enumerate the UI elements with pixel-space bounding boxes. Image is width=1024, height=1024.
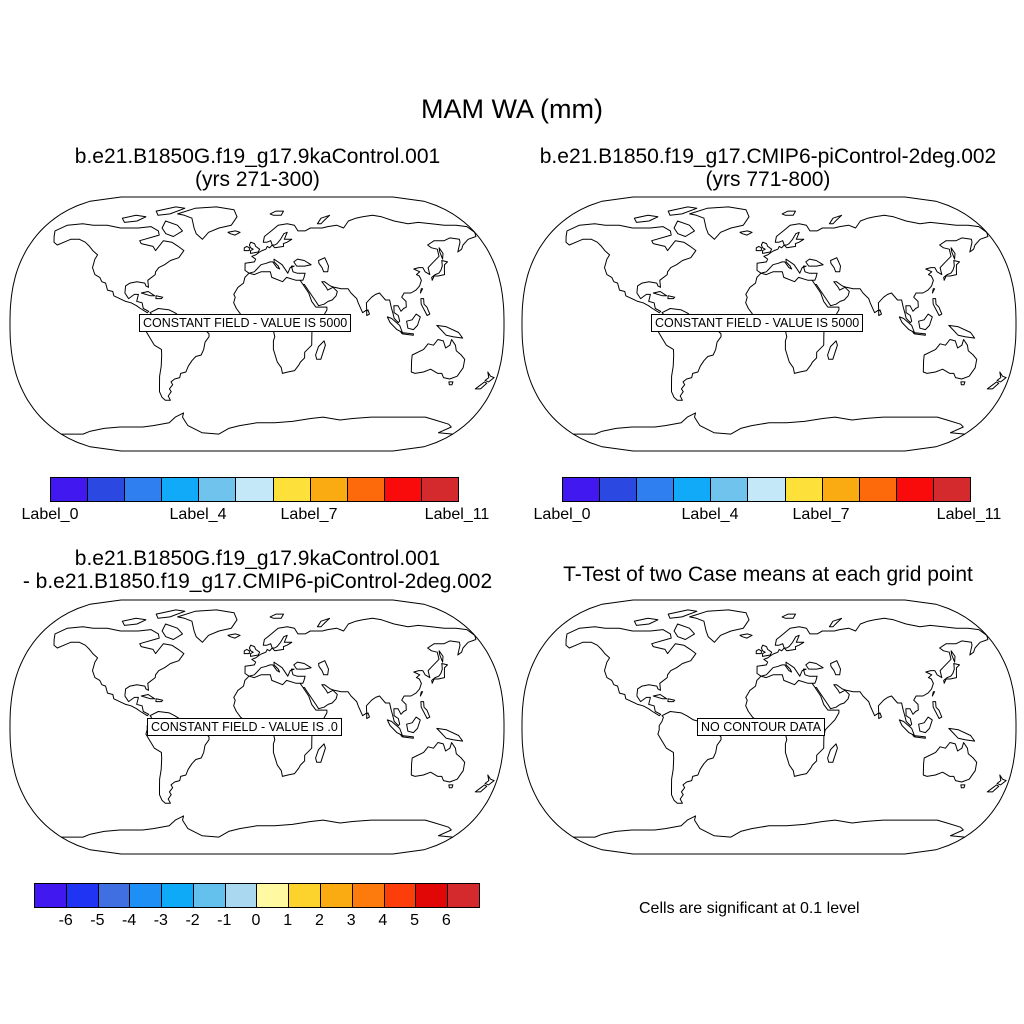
colorbar-diff-tick-label: -1 — [217, 912, 232, 929]
colorbar-swatch — [199, 478, 237, 501]
world-map-panel-4 — [519, 598, 1019, 856]
map-boundary — [9, 196, 505, 452]
colorbar-diff-tick-label: 2 — [314, 912, 324, 929]
coastlines — [53, 609, 495, 838]
colorbar-swatch — [785, 478, 823, 501]
colorbar-2-label-7: Label_7 — [792, 506, 850, 523]
colorbar-swatch — [162, 478, 200, 501]
panel-3-title: b.e21.B1850G.f19_g17.9kaControl.001 - b.… — [0, 547, 515, 593]
colorbar-swatch — [711, 478, 749, 501]
panel-1-title-line1: b.e21.B1850G.f19_g17.9kaControl.001 — [74, 145, 441, 168]
colorbar-swatch — [933, 478, 971, 501]
constant-field-message-3: CONSTANT FIELD - VALUE IS .0 — [147, 718, 342, 736]
world-map-panel-2 — [519, 195, 1019, 453]
colorbar-swatch — [35, 884, 67, 907]
colorbar-swatch — [822, 478, 860, 501]
colorbar-swatch — [162, 884, 194, 907]
colorbar-swatch — [748, 478, 786, 501]
colorbar-swatch — [416, 884, 449, 907]
colorbar-2-label-0: Label_0 — [533, 506, 591, 523]
colorbar-1-label-11: Label_11 — [424, 506, 490, 523]
colorbar-swatch — [193, 884, 226, 907]
colorbar-diff-tick-label: 4 — [378, 912, 388, 929]
colorbar-swatch — [600, 478, 638, 501]
colorbar-swatch — [384, 478, 422, 501]
map-boundary — [521, 599, 1017, 855]
panel-1-title: b.e21.B1850G.f19_g17.9kaControl.001 (yrs… — [0, 145, 515, 191]
colorbar-swatch — [51, 478, 89, 501]
constant-field-message-1: CONSTANT FIELD - VALUE IS 5000 — [139, 314, 352, 332]
panel-4-title: T-Test of two Case means at each grid po… — [563, 563, 973, 586]
map-boundary — [9, 599, 505, 855]
colorbar-swatch — [448, 884, 479, 907]
colorbar-swatch — [421, 478, 459, 501]
colorbar-difference — [34, 883, 480, 908]
colorbar-swatch — [384, 884, 417, 907]
colorbar-swatch — [66, 884, 99, 907]
colorbar-diff-tick-label: 0 — [251, 912, 261, 929]
colorbar-swatch — [236, 478, 274, 501]
colorbar-swatch — [98, 884, 131, 907]
panel-2-title-line1: b.e21.B1850.f19_g17.CMIP6-piControl-2deg… — [539, 145, 997, 168]
colorbar-swatch — [310, 478, 348, 501]
colorbar-swatch — [130, 884, 163, 907]
colorbar-diff-tick-label: -5 — [90, 912, 105, 929]
colorbar-diff-tick-label: 6 — [441, 912, 451, 929]
colorbar-panel-1 — [50, 477, 459, 502]
no-contour-message: NO CONTOUR DATA — [697, 718, 826, 736]
world-map-panel-1 — [7, 195, 507, 453]
colorbar-swatch — [88, 478, 126, 501]
significance-note: Cells are significant at 0.1 level — [639, 900, 860, 917]
panel-1-title-line2: (yrs 271-300) — [195, 168, 320, 191]
colorbar-swatch — [859, 478, 897, 501]
panel-2-title-line2: (yrs 771-800) — [705, 168, 831, 191]
colorbar-swatch — [563, 478, 601, 501]
main-title: MAM WA (mm) — [421, 94, 603, 124]
colorbar-diff-tick-label: -3 — [153, 912, 168, 929]
colorbar-1-label-7: Label_7 — [280, 506, 338, 523]
coastlines — [565, 206, 1007, 435]
map-boundary — [521, 196, 1017, 452]
colorbar-swatch — [352, 884, 385, 907]
colorbar-swatch — [896, 478, 934, 501]
colorbar-swatch — [257, 884, 290, 907]
coastlines — [565, 609, 1007, 838]
coastlines — [53, 206, 495, 435]
colorbar-swatch — [273, 478, 311, 501]
panel-3-title-line1: b.e21.B1850G.f19_g17.9kaControl.001 — [74, 547, 441, 570]
world-map-panel-3 — [7, 598, 507, 856]
colorbar-diff-tick-label: 5 — [410, 912, 420, 929]
colorbar-swatch — [289, 884, 322, 907]
colorbar-1-label-0: Label_0 — [21, 506, 79, 523]
colorbar-diff-tick-label: 1 — [283, 912, 293, 929]
colorbar-swatch — [321, 884, 353, 907]
panel-2-title: b.e21.B1850.f19_g17.CMIP6-piControl-2deg… — [512, 145, 1024, 191]
colorbar-2-label-11: Label_11 — [936, 506, 1002, 523]
colorbar-panel-2 — [562, 477, 971, 502]
colorbar-swatch — [347, 478, 385, 501]
colorbar-swatch — [125, 478, 163, 501]
panel-3-title-line2: - b.e21.B1850.f19_g17.CMIP6-piControl-2d… — [22, 570, 493, 593]
constant-field-message-2: CONSTANT FIELD - VALUE IS 5000 — [651, 314, 864, 332]
colorbar-diff-tick-label: -4 — [122, 912, 137, 929]
colorbar-swatch — [637, 478, 675, 501]
colorbar-swatch — [225, 884, 258, 907]
colorbar-diff-tick-label: 3 — [346, 912, 356, 929]
colorbar-2-label-4: Label_4 — [681, 506, 739, 523]
colorbar-diff-tick-label: -2 — [185, 912, 200, 929]
colorbar-diff-tick-label: -6 — [58, 912, 73, 929]
colorbar-1-label-4: Label_4 — [169, 506, 227, 523]
colorbar-swatch — [674, 478, 712, 501]
